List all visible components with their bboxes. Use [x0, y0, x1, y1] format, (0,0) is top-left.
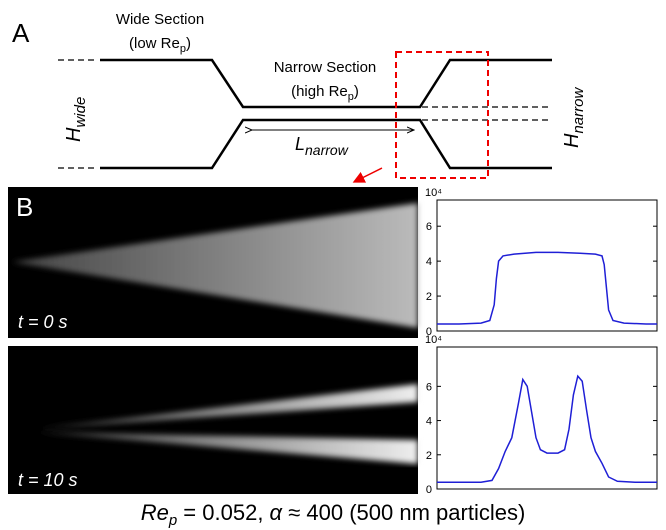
y-tick-label: 2: [426, 291, 432, 303]
y-tick-label: 6: [426, 381, 432, 393]
h-narrow: Hnarrow: [561, 87, 587, 148]
figure: A Wide Section (low Rep) Narrow Section …: [0, 0, 666, 530]
panel-label: B: [16, 192, 33, 222]
y-multiplier: 10⁴: [425, 334, 442, 346]
t: Re: [141, 500, 169, 525]
y-multiplier: 10⁴: [425, 187, 442, 199]
profile-line: [437, 252, 657, 324]
t: = 0.052,: [177, 500, 269, 525]
t: ): [186, 35, 191, 52]
l-narrow: Lnarrow: [295, 134, 349, 158]
axes-box: [437, 347, 657, 489]
t: narrow: [305, 142, 349, 158]
y-tick-label: 0: [426, 484, 432, 496]
t: ≈ 400 (500 nm particles): [282, 500, 525, 525]
narrow-sub: (high Rep): [291, 83, 359, 103]
time-label: t = 10 s: [18, 470, 78, 490]
axes-box: [437, 200, 657, 331]
t: narrow: [570, 87, 587, 134]
t: H: [63, 127, 85, 142]
h-wide: Hwide: [63, 97, 89, 142]
t: (high Re: [291, 83, 348, 100]
y-tick-label: 6: [426, 221, 432, 233]
t: wide: [72, 97, 89, 128]
panel-label: A: [12, 18, 30, 48]
narrow-label: Narrow Section: [274, 59, 377, 76]
time-label: t = 0 s: [18, 312, 68, 332]
zoom-arrow: [354, 168, 382, 182]
y-tick-label: 4: [426, 256, 432, 268]
y-tick-label: 2: [426, 450, 432, 462]
t: (low Re: [129, 35, 180, 52]
t: p: [168, 512, 177, 529]
wide-sub: (low Rep): [129, 35, 191, 55]
t: H: [561, 133, 583, 148]
t: ): [354, 83, 359, 100]
y-tick-label: 4: [426, 416, 432, 428]
wide-label: Wide Section: [116, 11, 204, 28]
profile-line: [437, 376, 657, 482]
t: L: [295, 134, 305, 154]
caption: Rep = 0.052, α ≈ 400 (500 nm particles): [141, 500, 526, 529]
